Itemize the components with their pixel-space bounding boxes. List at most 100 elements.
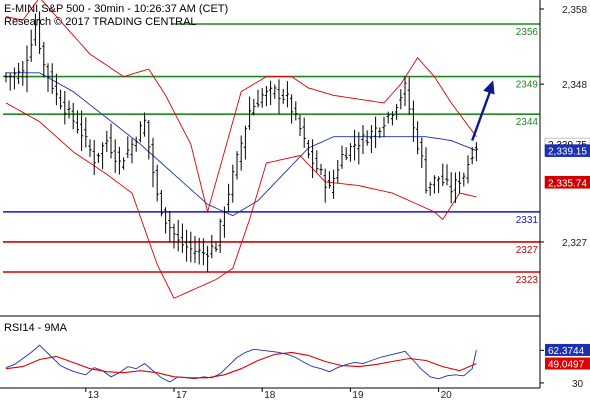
price-bar [168,210,172,243]
price-bar [269,80,273,106]
price-bar [260,88,264,108]
price-bar [285,81,289,108]
price-bar [264,85,268,107]
rsi-badge-label: 49.0497 [548,360,585,371]
price-bar [248,96,252,130]
price-bar [138,121,142,143]
price-badge-label: 2,335.74 [548,178,587,189]
price-bar [227,183,231,213]
price-bar [21,60,25,86]
price-bar [180,223,184,253]
price-bar [71,102,75,130]
price-bar [298,114,302,137]
price-bar [369,125,373,153]
arrow-head [483,80,495,95]
price-bar [243,125,247,160]
price-bar [306,139,310,159]
price-bar [147,120,151,160]
price-bar [449,172,453,204]
level-label-2349: 2349 [516,80,539,91]
price-bar [470,147,474,165]
x-tick-label: 19 [352,390,364,400]
level-lines [3,23,540,273]
price-bar [75,110,79,134]
rsi-y-tick-label: 30 [572,379,584,390]
price-bar [407,77,411,115]
price-bar [231,164,235,203]
axis-labels: 2356 2349 2344 2331 2327 2323 2,358 2,348 2,327 1… [88,5,590,401]
rsi-badge: 62.3744 [545,343,590,357]
price-bar [25,45,29,93]
x-tick-label: 13 [88,390,100,400]
price-bar [210,234,214,259]
price-bar [12,67,16,90]
axes [0,0,544,392]
price-bar [176,219,180,252]
level-label-2323: 2323 [516,275,539,286]
price-bar [382,116,386,138]
arrow-shaft [471,87,493,141]
price-bar [432,175,436,194]
moving_average-line [6,72,477,217]
price-bar [109,123,113,159]
price-badge: 2,335.74 [544,175,590,189]
price-bar [96,152,100,163]
price-bar [193,236,197,264]
price-bar [277,79,281,114]
price-bar [458,171,462,194]
level-label-2331: 2331 [516,215,539,226]
x-tick-label: 17 [176,390,188,400]
rsi-badge: 49.0497 [545,357,590,371]
price-bar [256,89,260,108]
rsi-badge-box [545,357,590,370]
price-bar [101,142,105,170]
price-bar [239,135,243,171]
rsi-badge-label: 62.3744 [548,346,585,357]
price-bar [428,182,432,196]
price-bar [462,172,466,187]
price-bar [437,176,441,194]
chart-title: E-MINI S&P 500 - 30min - 10:26:37 AM (CE… [4,3,228,15]
price-bar [134,136,138,152]
price-bar [172,223,176,249]
price-bar [159,190,163,217]
price-bar [38,11,42,55]
price-bar [332,169,336,199]
price-bar [302,117,306,148]
price-bar [235,151,239,180]
forecast-arrow [471,80,495,141]
rsi-title: RSI14 - 9MA [4,322,68,334]
price-bar [386,111,390,124]
price-bar [185,229,189,262]
rsi_ma-line [5,351,477,379]
price-bar [390,111,394,126]
price-badge-box [544,144,590,157]
indicator-overlays [5,0,477,299]
price-bar [67,100,71,119]
price-bar [357,132,361,165]
price-bar [294,101,298,121]
price-bar [378,127,382,139]
price-bar [218,218,222,254]
price-bar [50,63,54,94]
price-bar [361,125,365,155]
price-bar [84,117,88,148]
bollinger_upper-line [5,0,477,214]
price-badge-label: 2,339.15 [548,147,587,158]
price-bar [59,89,63,110]
price-bar [319,163,323,176]
price-badge-box [544,175,590,189]
price-bar [395,103,399,120]
price-bar [197,237,201,265]
price-bar [353,129,357,161]
price-bar [42,41,46,78]
y-tick-label: 2,358 [562,5,587,16]
price-bar [8,73,12,91]
price-bar [105,130,109,152]
price-bar [365,130,369,146]
price-bar [206,245,210,272]
price-bar [189,231,193,263]
